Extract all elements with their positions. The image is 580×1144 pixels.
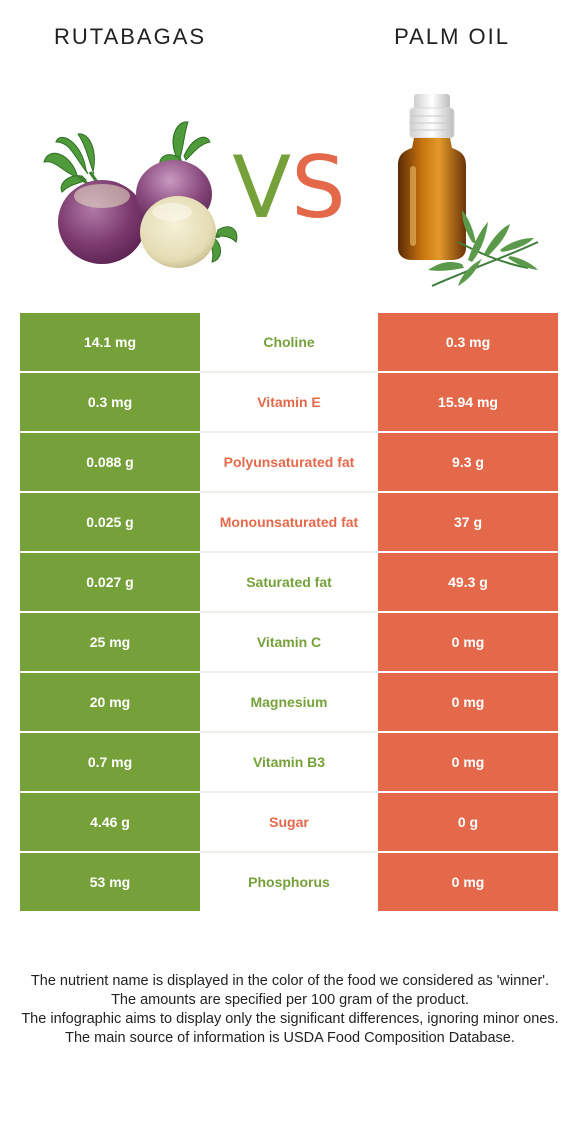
right-value: 0.3 mg [378, 313, 558, 373]
right-value: 49.3 g [378, 553, 558, 613]
nutrient-name: Phosphorus [200, 853, 378, 913]
left-value: 25 mg [20, 613, 200, 673]
left-food-title: RUTABAGAS [54, 24, 207, 49]
table-row: 53 mg Phosphorus 0 mg [20, 853, 558, 913]
vs-s: S [291, 138, 346, 238]
nutrient-name: Monounsaturated fat [200, 493, 378, 553]
left-value: 0.027 g [20, 553, 200, 613]
nutrient-name: Vitamin B3 [200, 733, 378, 793]
right-value: 0 mg [378, 673, 558, 733]
table-row: 0.025 g Monounsaturated fat 37 g [20, 493, 558, 553]
right-value: 9.3 g [378, 433, 558, 493]
left-value: 14.1 mg [20, 313, 200, 373]
nutrient-name: Vitamin C [200, 613, 378, 673]
nutrient-name: Saturated fat [200, 553, 378, 613]
left-value: 53 mg [20, 853, 200, 913]
vs-v: V [232, 138, 292, 238]
left-value: 4.46 g [20, 793, 200, 853]
nutrient-name: Sugar [200, 793, 378, 853]
table-row: 4.46 g Sugar 0 g [20, 793, 558, 853]
right-value: 0 mg [378, 733, 558, 793]
table-row: 20 mg Magnesium 0 mg [20, 673, 558, 733]
right-value: 15.94 mg [378, 373, 558, 433]
oil-bottle-image [398, 94, 539, 287]
right-value: 0 mg [378, 853, 558, 913]
nutrient-name: Choline [200, 313, 378, 373]
footnote: The nutrient name is displayed in the co… [30, 973, 550, 989]
table-row: 14.1 mg Choline 0.3 mg [20, 313, 558, 373]
table-row: 0.027 g Saturated fat 49.3 g [20, 553, 558, 613]
footnote: The amounts are specified per 100 gram o… [111, 992, 469, 1008]
versus-label: VS [224, 138, 354, 238]
footnote: The main source of information is USDA F… [65, 1030, 515, 1046]
rutabaga-image [43, 121, 238, 268]
right-value: 37 g [378, 493, 558, 553]
right-value: 0 mg [378, 613, 558, 673]
comparison-table: 14.1 mg Choline 0.3 mg 0.3 mg Vitamin E 15.94… [20, 313, 558, 913]
left-value: 0.088 g [20, 433, 200, 493]
right-value: 0 g [378, 793, 558, 853]
table-row: 0.3 mg Vitamin E 15.94 mg [20, 373, 558, 433]
nutrient-name: Magnesium [200, 673, 378, 733]
footnotes: The nutrient name is displayed in the co… [14, 972, 566, 1048]
left-value: 0.7 mg [20, 733, 200, 793]
nutrient-name: Vitamin E [200, 373, 378, 433]
nutrient-name: Polyunsaturated fat [200, 433, 378, 493]
left-value: 0.025 g [20, 493, 200, 553]
footnote: The infographic aims to display only the… [21, 1011, 559, 1027]
table-row: 0.088 g Polyunsaturated fat 9.3 g [20, 433, 558, 493]
table-row: 0.7 mg Vitamin B3 0 mg [20, 733, 558, 793]
right-food-title: PALM OIL [394, 24, 510, 49]
left-value: 0.3 mg [20, 373, 200, 433]
left-value: 20 mg [20, 673, 200, 733]
